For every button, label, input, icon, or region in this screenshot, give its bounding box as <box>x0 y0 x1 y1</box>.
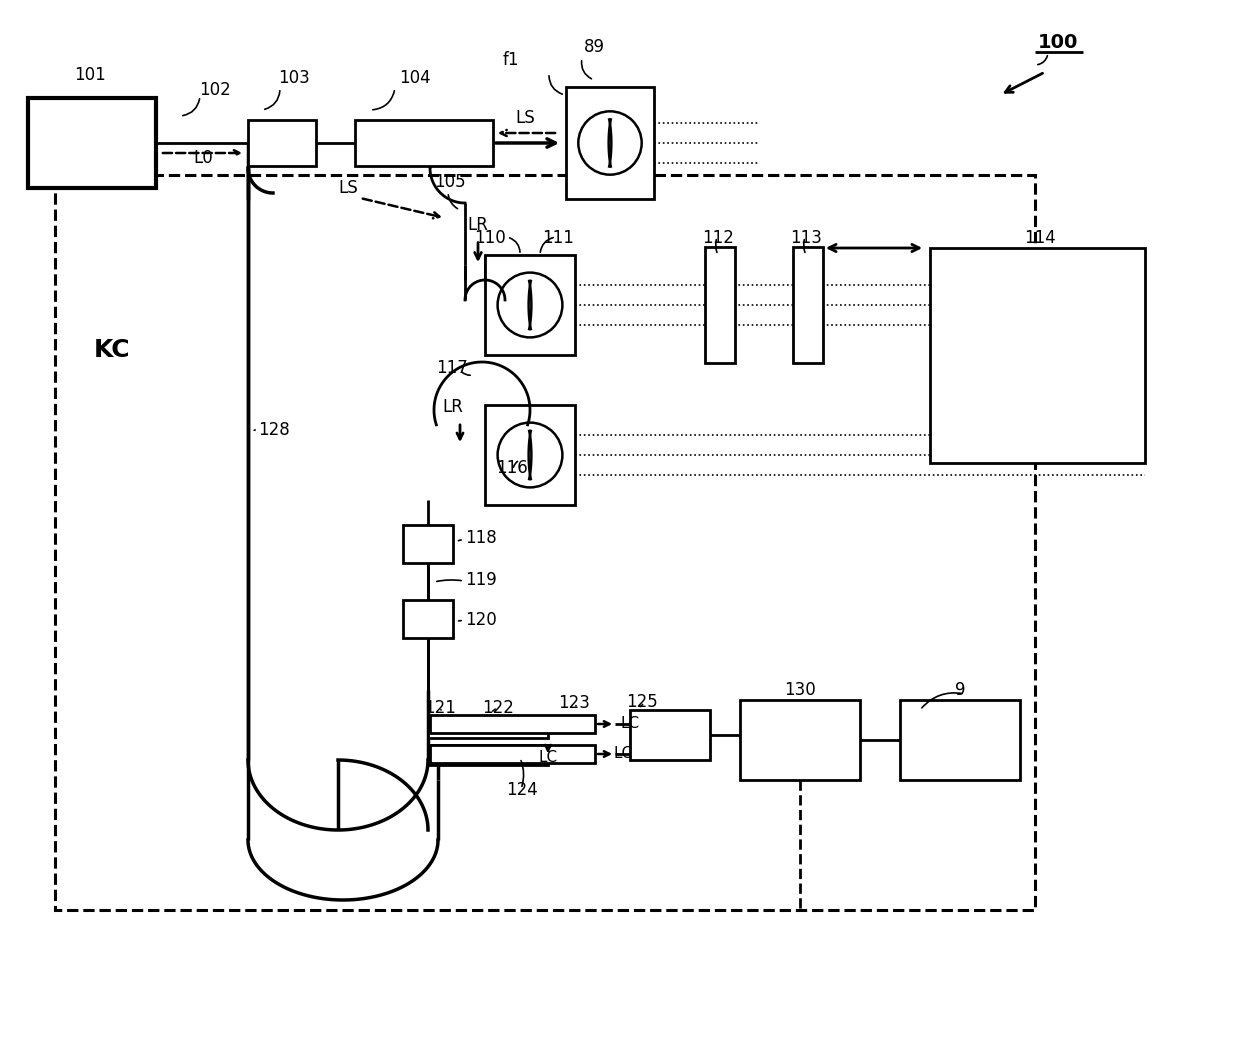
Text: 118: 118 <box>465 529 497 547</box>
Bar <box>930 249 1145 463</box>
Text: 105: 105 <box>434 173 466 191</box>
Bar <box>794 247 823 363</box>
Text: 100: 100 <box>1038 33 1079 52</box>
Text: 114: 114 <box>1024 229 1056 247</box>
Bar <box>428 746 548 764</box>
Text: 130: 130 <box>784 681 816 699</box>
Text: 110: 110 <box>474 229 506 247</box>
Text: 102: 102 <box>200 81 231 99</box>
Text: 119: 119 <box>465 571 497 589</box>
Text: LR: LR <box>443 398 464 416</box>
Text: f1: f1 <box>503 51 520 69</box>
Bar <box>900 700 1021 780</box>
Bar <box>430 746 595 763</box>
Bar <box>706 247 735 363</box>
Bar <box>403 525 453 563</box>
Bar <box>485 255 575 355</box>
Text: 125: 125 <box>626 693 658 711</box>
Text: 120: 120 <box>465 611 497 629</box>
Bar <box>55 175 1035 910</box>
Text: 123: 123 <box>558 694 590 712</box>
Text: LS: LS <box>515 110 534 127</box>
Bar <box>565 87 653 199</box>
Text: 111: 111 <box>542 229 574 247</box>
Text: 89: 89 <box>584 38 605 56</box>
Text: 101: 101 <box>74 66 105 84</box>
Bar <box>403 600 453 638</box>
Bar <box>428 718 548 738</box>
Text: LR: LR <box>467 216 489 234</box>
Text: 124: 124 <box>506 781 538 799</box>
Bar <box>630 710 711 760</box>
Text: 103: 103 <box>278 69 310 87</box>
Text: LS: LS <box>339 179 358 197</box>
Text: LC: LC <box>614 747 632 761</box>
Bar <box>29 98 156 188</box>
Text: 104: 104 <box>399 69 430 87</box>
Bar <box>485 405 575 505</box>
Text: L0: L0 <box>193 150 213 167</box>
Bar <box>355 120 494 166</box>
Text: 121: 121 <box>424 699 456 717</box>
Text: 116: 116 <box>496 459 528 477</box>
Text: 9: 9 <box>955 681 965 699</box>
Text: 128: 128 <box>258 421 290 439</box>
Text: 113: 113 <box>790 229 822 247</box>
Text: 122: 122 <box>482 699 513 717</box>
Bar <box>248 120 316 166</box>
Text: LC: LC <box>538 750 558 764</box>
Text: LC: LC <box>620 716 640 732</box>
Bar <box>430 715 595 733</box>
Bar <box>740 700 861 780</box>
Text: 112: 112 <box>702 229 734 247</box>
Text: 117: 117 <box>436 359 467 377</box>
Text: KC: KC <box>94 338 130 362</box>
